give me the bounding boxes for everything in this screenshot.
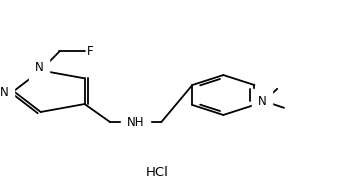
Text: N: N <box>0 86 9 99</box>
Text: N: N <box>257 95 266 108</box>
Text: N: N <box>35 61 43 74</box>
Text: NH: NH <box>127 116 145 129</box>
Text: F: F <box>87 45 93 58</box>
Text: HCl: HCl <box>145 166 168 179</box>
